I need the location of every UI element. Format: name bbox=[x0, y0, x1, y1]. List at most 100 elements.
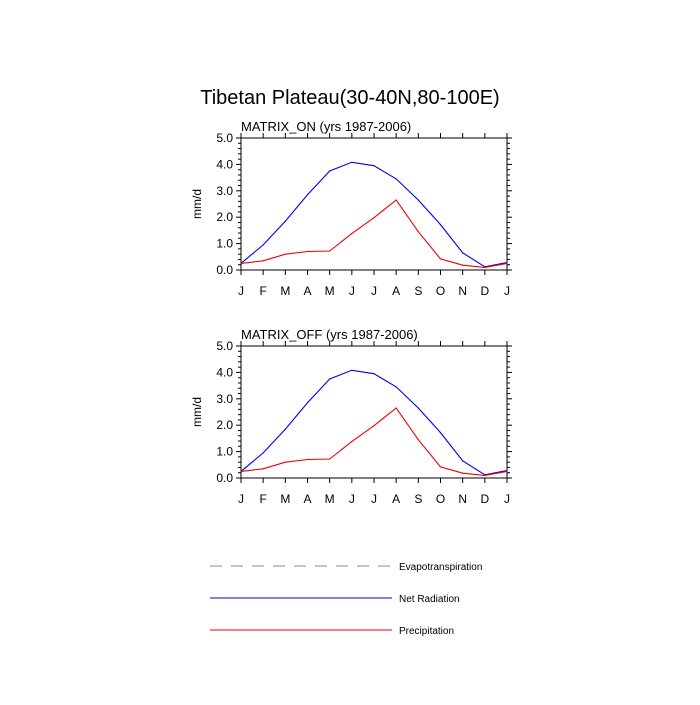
data-point bbox=[329, 170, 331, 172]
series-net-radiation bbox=[240, 161, 508, 268]
data-point bbox=[395, 386, 397, 388]
x-tick-label: J bbox=[371, 284, 377, 298]
chart-panel-1: MATRIX_ON (yrs 1987-2006) 0.0 1.0 2.0 3.0 4.0… bbox=[190, 119, 512, 298]
series-line bbox=[240, 161, 508, 268]
data-point bbox=[439, 431, 442, 434]
y-tick-label: 4.0 bbox=[216, 365, 233, 379]
data-point bbox=[506, 262, 508, 264]
data-point bbox=[306, 458, 309, 461]
series-line bbox=[240, 369, 508, 476]
data-point bbox=[351, 232, 353, 235]
data-point bbox=[262, 452, 264, 454]
x-tick-label: M bbox=[280, 492, 290, 506]
x-tick-label: F bbox=[259, 284, 266, 298]
x-tick-label: A bbox=[303, 284, 311, 298]
data-point bbox=[462, 472, 464, 474]
plot-frame bbox=[240, 137, 508, 271]
y-tick-label: 3.0 bbox=[216, 392, 233, 406]
plot-frame bbox=[240, 345, 508, 479]
data-point bbox=[262, 244, 264, 246]
data-point bbox=[417, 407, 419, 409]
y-tick-label: 1.0 bbox=[216, 237, 233, 251]
data-point bbox=[284, 461, 286, 463]
figure-title: Tibetan Plateau(30-40N,80-100E) bbox=[200, 87, 499, 109]
data-point bbox=[395, 178, 397, 180]
series-precipitation bbox=[240, 407, 508, 476]
data-point bbox=[240, 470, 242, 472]
data-point bbox=[329, 378, 331, 380]
data-point bbox=[439, 258, 442, 260]
data-point bbox=[373, 425, 375, 427]
data-point bbox=[351, 369, 353, 371]
y-tick-label: 5.0 bbox=[216, 131, 233, 145]
legend-item-evapotranspiration: Evapotranspiration bbox=[210, 562, 482, 573]
x-tick-label: N bbox=[458, 284, 467, 298]
y-tick-label: 2.0 bbox=[216, 418, 233, 432]
legend-label: Precipitation bbox=[399, 626, 454, 637]
x-tick-label: S bbox=[414, 284, 422, 298]
data-point bbox=[240, 262, 242, 264]
data-point bbox=[439, 466, 442, 468]
data-point bbox=[484, 474, 486, 476]
x-tick-label: A bbox=[303, 492, 311, 506]
x-tick-label: F bbox=[259, 492, 266, 506]
chart-panel-2: MATRIX_OFF (yrs 1987-2006) 0.0 1.0 2.0 3.0 4.… bbox=[190, 327, 512, 506]
data-point bbox=[373, 373, 375, 375]
x-tick-label: N bbox=[458, 492, 467, 506]
data-point bbox=[262, 468, 264, 470]
legend-label: Net Radiation bbox=[399, 594, 460, 605]
data-point bbox=[417, 439, 419, 441]
x-tick-label: J bbox=[504, 284, 510, 298]
data-point bbox=[329, 458, 331, 460]
x-tick-label: M bbox=[280, 284, 290, 298]
legend-label: Evapotranspiration bbox=[399, 562, 482, 573]
data-point bbox=[439, 223, 442, 226]
x-tick-label: A bbox=[392, 284, 400, 298]
series-precipitation bbox=[240, 199, 508, 268]
data-point bbox=[462, 252, 464, 254]
data-point bbox=[462, 264, 464, 266]
x-tick-label: J bbox=[371, 492, 377, 506]
data-point bbox=[484, 266, 486, 268]
x-tick-label: O bbox=[436, 284, 445, 298]
legend: Evapotranspiration Net Radiation Precipita… bbox=[210, 562, 482, 637]
series-line bbox=[240, 199, 508, 268]
data-point bbox=[284, 253, 286, 255]
y-tick-label: 0.0 bbox=[216, 263, 233, 277]
data-point bbox=[395, 199, 397, 201]
y-tick-label: 4.0 bbox=[216, 157, 233, 171]
panels: MATRIX_ON (yrs 1987-2006) 0.0 1.0 2.0 3.0 4.0… bbox=[190, 119, 512, 506]
x-tick-label: O bbox=[436, 492, 445, 506]
legend-item-precipitation: Precipitation bbox=[210, 626, 454, 637]
legend-item-net-radiation: Net Radiation bbox=[210, 594, 460, 605]
series-line bbox=[240, 407, 508, 476]
x-tick-label: J bbox=[504, 492, 510, 506]
x-tick-label: J bbox=[238, 284, 244, 298]
panel-title: MATRIX_ON (yrs 1987-2006) bbox=[241, 119, 411, 134]
data-point bbox=[284, 220, 286, 222]
data-point bbox=[262, 260, 264, 262]
x-tick-label: M bbox=[325, 492, 335, 506]
y-tick-label: 5.0 bbox=[216, 339, 233, 353]
data-point bbox=[306, 250, 309, 253]
x-tick-label: D bbox=[480, 284, 489, 298]
data-point bbox=[417, 199, 419, 201]
y-tick-label: 1.0 bbox=[216, 445, 233, 459]
panel-title: MATRIX_OFF (yrs 1987-2006) bbox=[241, 327, 418, 342]
y-axis-label: mm/d bbox=[190, 397, 204, 427]
x-tick-label: J bbox=[238, 492, 244, 506]
data-point bbox=[417, 231, 419, 233]
x-tick-label: M bbox=[325, 284, 335, 298]
data-point bbox=[462, 460, 464, 462]
data-point bbox=[306, 194, 309, 196]
y-tick-label: 3.0 bbox=[216, 184, 233, 198]
data-point bbox=[395, 407, 397, 409]
y-tick-label: 2.0 bbox=[216, 210, 233, 224]
data-point bbox=[329, 250, 331, 252]
x-tick-label: J bbox=[349, 492, 355, 506]
data-point bbox=[351, 161, 353, 163]
data-point bbox=[351, 440, 353, 443]
data-point bbox=[506, 470, 508, 472]
data-point bbox=[373, 165, 375, 167]
